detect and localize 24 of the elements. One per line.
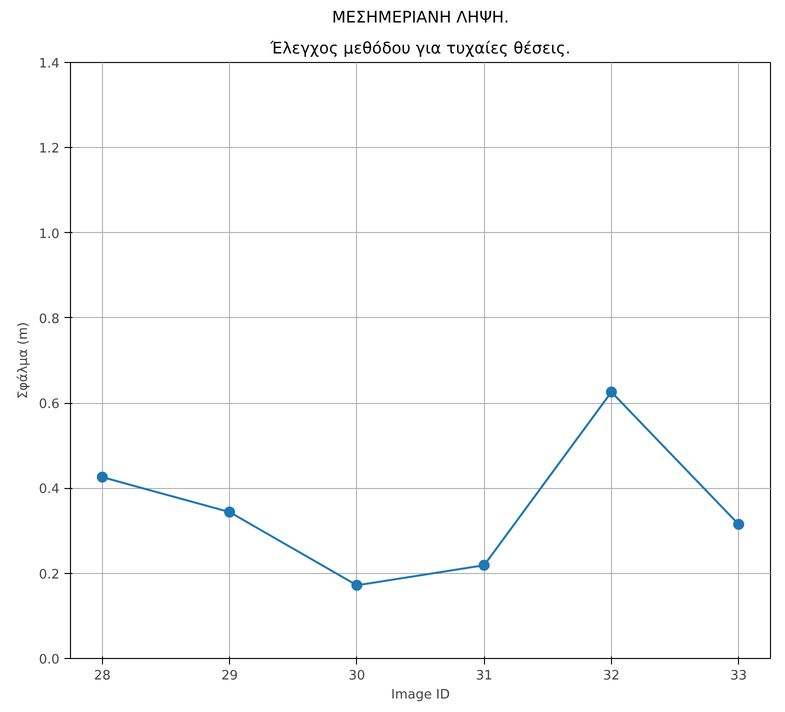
y-tick-label: 1.0 bbox=[38, 226, 60, 242]
y-tick-label: 1.2 bbox=[38, 142, 60, 157]
x-axis-title: Image ID bbox=[391, 688, 450, 702]
chart-subtitle: Έλεγχος μεθόδου για τυχαίες θέσεις. bbox=[269, 38, 571, 58]
y-tick-label: 0.0 bbox=[38, 652, 60, 668]
point bbox=[96, 472, 108, 483]
x-tick-label: 31 bbox=[476, 668, 492, 684]
point bbox=[224, 506, 236, 518]
y-tick-label: 0.2 bbox=[38, 567, 60, 582]
x-tick-label: 30 bbox=[348, 668, 366, 684]
x-tick-label: 33 bbox=[730, 668, 747, 684]
x-tick-label: 29 bbox=[221, 668, 238, 684]
point bbox=[606, 386, 617, 398]
point bbox=[733, 518, 744, 530]
point bbox=[351, 580, 362, 591]
x-tick-label: 28 bbox=[94, 668, 111, 684]
x-tick-label: 32 bbox=[603, 668, 620, 684]
y-tick-label: 0.4 bbox=[38, 482, 60, 498]
y-tick-label: 1.4 bbox=[38, 56, 60, 72]
chart-title: ΜΕΣΗΜΕΡΙΑΝΗ ΛΗΨΗ. bbox=[332, 8, 510, 26]
y-axis-title: Σφάλμα (m) bbox=[16, 322, 31, 399]
point bbox=[478, 560, 490, 571]
y-tick-label: 0.6 bbox=[38, 397, 60, 412]
y-tick-label: 0.8 bbox=[38, 312, 60, 327]
